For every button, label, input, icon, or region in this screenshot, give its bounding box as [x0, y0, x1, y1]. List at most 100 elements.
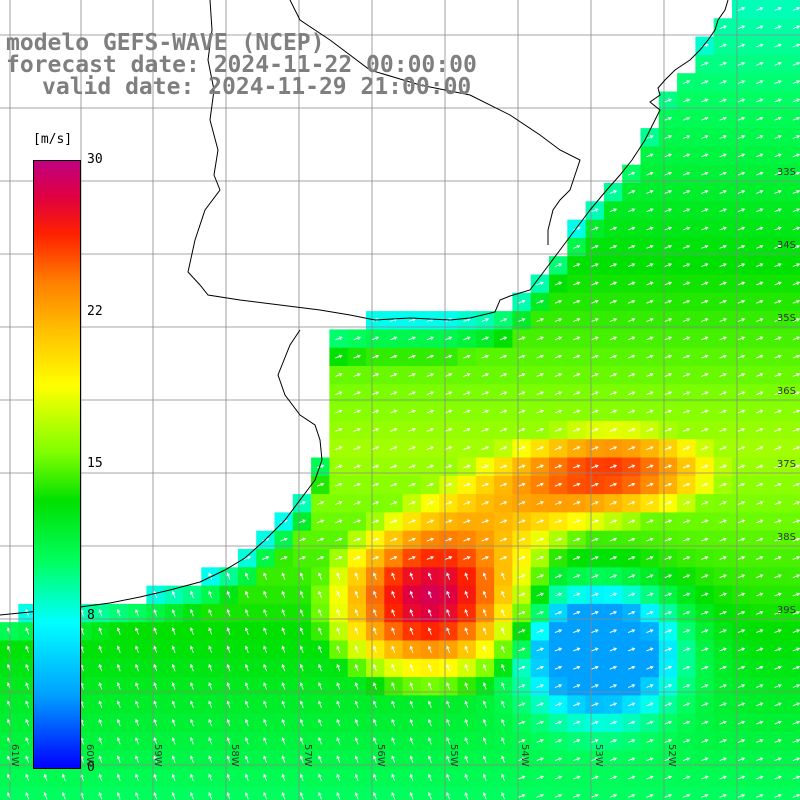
wind-arrow — [243, 556, 252, 560]
wind-arrow — [280, 556, 288, 560]
wind-cell — [786, 384, 800, 404]
wind-arrow — [737, 244, 746, 249]
wind-arrow — [354, 682, 359, 690]
wind-arrow — [536, 354, 544, 359]
wind-arrow — [501, 791, 505, 800]
wind-arrow — [116, 663, 121, 672]
wind-arrow — [373, 572, 377, 580]
wind-cell — [786, 567, 800, 587]
wind-arrow — [573, 537, 581, 542]
wind-arrow — [208, 791, 213, 800]
wind-arrow — [408, 482, 416, 487]
wind-arrow — [719, 629, 727, 634]
wind-arrow — [737, 98, 746, 103]
argentina-coast — [0, 329, 323, 616]
wind-arrow — [573, 427, 581, 432]
wind-arrow — [646, 537, 654, 542]
wind-arrow — [737, 281, 746, 286]
wind-arrow — [737, 684, 746, 688]
wind-arrow — [135, 791, 139, 800]
wind-arrow — [353, 537, 361, 542]
wind-arrow — [737, 7, 746, 11]
wind-arrow — [774, 98, 782, 103]
wind-cell — [219, 786, 239, 800]
wind-arrow — [756, 43, 764, 48]
wind-arrow — [701, 482, 709, 487]
wind-arrow — [518, 318, 526, 322]
wind-arrow — [737, 482, 746, 487]
wind-arrow — [135, 682, 139, 690]
wind-arrow — [756, 171, 764, 176]
wind-arrow — [373, 590, 377, 599]
wind-arrow — [646, 556, 654, 560]
wind-arrow — [481, 556, 490, 560]
wind-arrow — [446, 572, 451, 580]
wind-arrow — [664, 409, 673, 414]
wind-arrow — [591, 281, 599, 286]
wind-arrow — [792, 299, 800, 304]
wind-cell — [786, 658, 800, 678]
wind-arrow — [299, 682, 304, 690]
wind-arrow — [536, 574, 544, 579]
wind-arrow — [627, 226, 636, 231]
wind-arrow — [609, 537, 618, 542]
wind-arrow — [390, 501, 398, 505]
wind-arrow — [554, 574, 563, 579]
wind-arrow — [482, 700, 487, 708]
wind-arrow — [226, 700, 231, 708]
wind-arrow — [737, 336, 746, 341]
wind-arrow — [336, 700, 341, 708]
wind-arrow — [318, 608, 322, 617]
wind-arrow — [226, 572, 231, 580]
wind-arrow — [609, 501, 618, 505]
wind-arrow — [554, 775, 563, 780]
wind-arrow — [554, 482, 563, 487]
wind-arrow — [701, 720, 709, 725]
wind-arrow — [609, 190, 618, 194]
wind-arrow — [792, 318, 800, 322]
wind-cell — [786, 237, 800, 257]
wind-arrow — [371, 409, 380, 414]
wind-arrow — [335, 409, 343, 414]
wind-arrow — [737, 299, 746, 304]
wind-arrow — [591, 354, 599, 359]
wind-arrow — [756, 354, 764, 359]
wind-arrow — [536, 537, 544, 542]
wind-arrow — [371, 482, 380, 487]
wind-cell — [786, 439, 800, 458]
wind-cell — [384, 786, 404, 800]
wind-arrow — [391, 737, 396, 745]
wind-arrow — [554, 556, 563, 560]
wind-arrow — [43, 791, 48, 800]
wind-arrow — [719, 739, 727, 743]
wind-arrow — [426, 354, 435, 359]
wind-cell — [585, 786, 605, 800]
wind-arrow — [171, 682, 176, 690]
wind-arrow — [573, 299, 581, 304]
wind-cell — [786, 36, 800, 56]
wind-arrow — [664, 647, 673, 652]
wind-arrow — [536, 464, 544, 469]
wind-arrow — [390, 354, 398, 359]
lat-label-39s: 39S — [776, 605, 796, 616]
wind-arrow — [719, 684, 727, 688]
wind-arrow — [25, 718, 30, 727]
wind-arrow — [719, 665, 727, 670]
wind-arrow — [226, 682, 231, 690]
wind-arrow — [336, 773, 341, 782]
wind-arrow — [280, 537, 288, 542]
wind-arrow — [573, 556, 581, 560]
wind-arrow — [171, 737, 176, 745]
wind-arrow — [354, 608, 359, 617]
wind-arrow — [719, 80, 727, 85]
wind-arrow — [464, 645, 469, 654]
wind-arrow — [719, 25, 727, 30]
wind-arrow — [408, 373, 416, 377]
wind-arrow — [98, 773, 103, 782]
wind-arrow — [682, 556, 691, 560]
wind-arrow — [701, 98, 709, 103]
wind-arrow — [353, 336, 361, 341]
wind-arrow — [774, 25, 782, 30]
wind-arrow — [792, 116, 800, 121]
